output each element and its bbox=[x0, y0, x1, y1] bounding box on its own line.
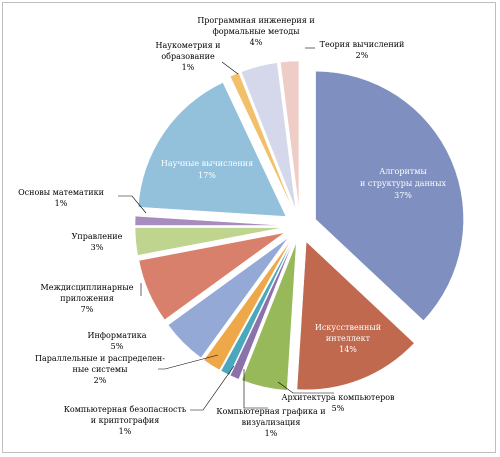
label-scientific-line1: Научные вычисления bbox=[161, 159, 253, 168]
label-graphics-line1: Компьютерная графика и bbox=[216, 407, 325, 416]
label-sciento-pct: 1% bbox=[182, 63, 195, 72]
label-softeng-line2: формальные методы bbox=[212, 27, 300, 36]
label-ai-line1: Искусственный bbox=[315, 323, 381, 332]
label-math-pct: 1% bbox=[55, 199, 68, 208]
label-scientific: Научные вычисления 17% bbox=[161, 159, 253, 180]
label-management-line1: Управление bbox=[72, 232, 123, 241]
chart-frame bbox=[2, 2, 496, 453]
label-parallel: Параллельные и распределен- ные системы … bbox=[35, 354, 165, 385]
pie-slice-10 bbox=[137, 82, 287, 217]
label-softeng: Программная инженерия и формальные метод… bbox=[197, 16, 314, 47]
label-ai-line2: интеллект bbox=[326, 334, 371, 343]
pie-slice-8 bbox=[134, 227, 284, 256]
label-algorithms-line2: и структуры данных bbox=[360, 179, 447, 188]
label-math-line1: Основы математики bbox=[18, 188, 104, 197]
leader-lines bbox=[118, 47, 334, 411]
pie-slice-4 bbox=[220, 241, 293, 376]
label-interdisc-line1: Междисциплинарные bbox=[41, 283, 134, 292]
label-management-pct: 3% bbox=[91, 243, 104, 252]
label-parallel-line2: ные системы bbox=[72, 365, 128, 374]
label-security-line2: и криптография bbox=[91, 416, 160, 425]
pie-slice-6 bbox=[167, 237, 289, 359]
label-theory: Теория вычислений 2% bbox=[320, 40, 405, 60]
label-theory-pct: 2% bbox=[356, 51, 369, 60]
label-softeng-line1: Программная инженерия и bbox=[197, 16, 314, 25]
label-parallel-line1: Параллельные и распределен- bbox=[35, 354, 165, 363]
pie-slice-11 bbox=[229, 72, 294, 211]
label-arch-pct: 5% bbox=[332, 404, 345, 413]
label-theory-line1: Теория вычислений bbox=[320, 40, 405, 49]
leader-line-arch bbox=[277, 381, 334, 394]
pie-slices bbox=[134, 60, 464, 391]
label-management: Управление 3% bbox=[72, 232, 123, 252]
label-ai: Искусственный интеллект 14% bbox=[315, 323, 381, 354]
label-informatics: Информатика 5% bbox=[87, 331, 146, 351]
label-math: Основы математики 1% bbox=[18, 188, 104, 208]
label-parallel-pct: 2% bbox=[94, 376, 107, 385]
pie-slice-2 bbox=[241, 242, 297, 391]
leader-line-math bbox=[118, 195, 147, 214]
label-informatics-line1: Информатика bbox=[87, 331, 146, 340]
leader-line-sciento bbox=[221, 61, 239, 75]
pie-slice-3 bbox=[229, 241, 294, 380]
pie-slice-9 bbox=[134, 215, 284, 226]
label-arch: Архитектура компьютеров 5% bbox=[281, 393, 395, 413]
label-interdisc: Междисциплинарные приложения 7% bbox=[41, 283, 134, 314]
pie-slice-1 bbox=[296, 241, 415, 391]
label-softeng-pct: 4% bbox=[250, 38, 263, 47]
pie-slice-5 bbox=[203, 240, 292, 371]
label-algorithms-line1: Алгоритмы bbox=[379, 167, 427, 176]
label-security-pct: 1% bbox=[119, 427, 132, 436]
label-scientific-pct: 17% bbox=[198, 171, 216, 180]
leader-line-security bbox=[190, 365, 235, 411]
pie-slice-13 bbox=[280, 60, 300, 210]
label-interdisc-line2: приложения bbox=[60, 294, 114, 303]
label-graphics-line2: визуализация bbox=[242, 418, 301, 427]
label-sciento-line1: Наукометрия и bbox=[155, 41, 220, 50]
label-security: Компьютерная безопасность и криптография… bbox=[64, 405, 187, 436]
label-algorithms-pct: 37% bbox=[394, 191, 412, 200]
label-sciento-line2: образование bbox=[161, 52, 215, 61]
label-interdisc-pct: 7% bbox=[81, 305, 94, 314]
label-graphics: Компьютерная графика и визуализация 1% bbox=[216, 407, 325, 438]
pie-slice-12 bbox=[240, 62, 297, 210]
pie-slice-7 bbox=[138, 232, 285, 321]
label-sciento: Наукометрия и образование 1% bbox=[155, 41, 220, 72]
label-ai-pct: 14% bbox=[339, 345, 357, 354]
label-security-line1: Компьютерная безопасность bbox=[64, 405, 187, 414]
label-arch-line1: Архитектура компьютеров bbox=[281, 393, 395, 402]
label-graphics-pct: 1% bbox=[265, 429, 278, 438]
label-informatics-pct: 5% bbox=[111, 342, 124, 351]
leader-line-parallel bbox=[158, 354, 219, 370]
pie-slice-0 bbox=[315, 70, 464, 321]
label-algorithms: Алгоритмы и структуры данных 37% bbox=[360, 167, 447, 200]
leader-line-graphics bbox=[243, 369, 268, 409]
